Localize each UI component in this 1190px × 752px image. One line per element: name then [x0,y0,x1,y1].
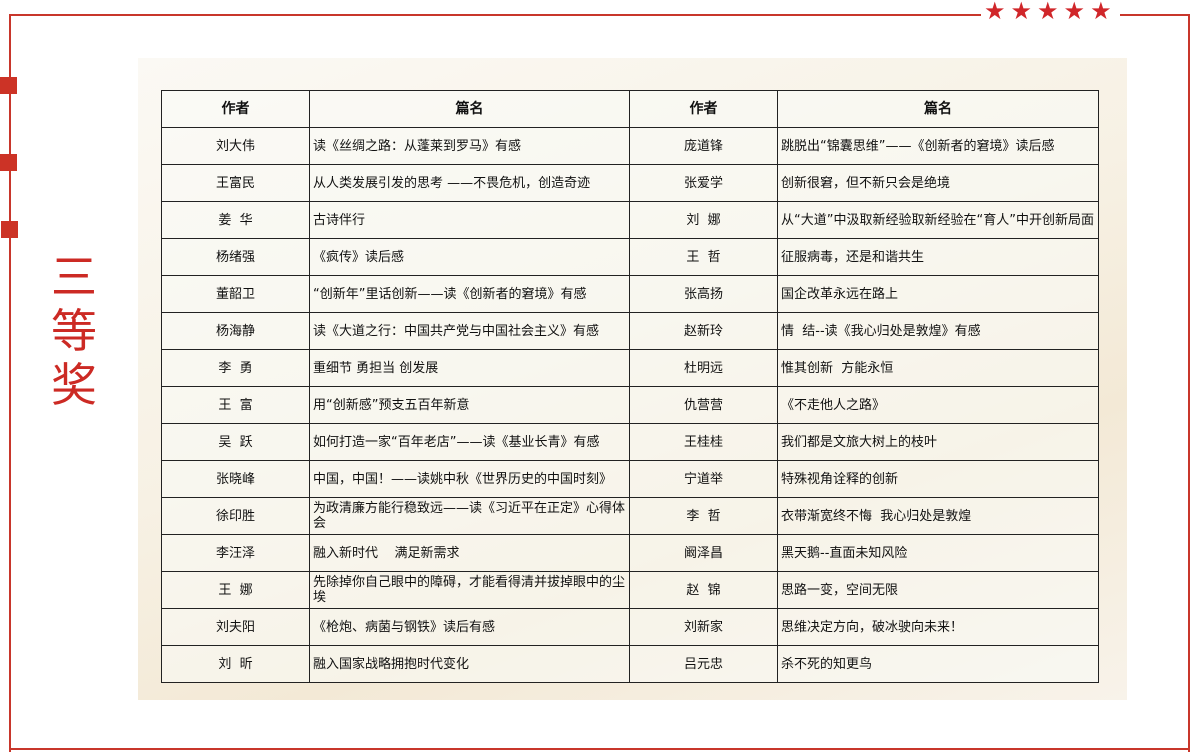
title-cell: 《疯传》读后感 [309,238,630,276]
page-title: 三等奖 [51,250,97,412]
author-cell: 刘 娜 [629,201,778,239]
frame-right-line [1188,14,1190,752]
frame-left-line [9,14,11,752]
title-cell: 从“大道”中汲取新经验取新经验在“育人”中开创新局面 [777,201,1099,239]
title-cell: 如何打造一家“百年老店”——读《基业长青》有感 [309,423,630,461]
header-author: 作者 [161,90,310,128]
title-cell: 先除掉你自己眼中的障碍，才能看得清并拔掉眼中的尘埃 [309,571,630,609]
table-header-row: 作者 篇名 作者 篇名 [161,90,1099,128]
decor-square [0,154,17,171]
author-cell: 阚泽昌 [629,534,778,572]
header-title: 篇名 [777,90,1099,128]
author-cell: 王 哲 [629,238,778,276]
title-cell: 跳脱出“锦囊思维”——《创新者的窘境》读后感 [777,127,1099,165]
title-cell: 思路一变，空间无限 [777,571,1099,609]
table-row: 杨海静 读《大道之行：中国共产党与中国社会主义》有感 赵新玲情 结--读《我心归处是… [161,312,1099,350]
title-cell: 融入新时代 满足新需求 [309,534,630,572]
table-row: 张晓峰 中国，中国！——读姚中秋《世界历史的中国时刻》 宁道举 特殊视角诠释的创新 [161,460,1099,498]
title-cell: 黑天鹅--直面未知风险 [777,534,1099,572]
table-row: 王 富用“创新感”预支五百年新意 仇营营 《不走他人之路》 [161,386,1099,424]
star-icon: ★ [1037,0,1059,25]
title-cell: 读《丝绸之路：从蓬莱到罗马》有感 [309,127,630,165]
title-cell: 用“创新感”预支五百年新意 [309,386,630,424]
title-cell: 古诗伴行 [309,201,630,239]
star-icon: ★ [1010,0,1033,25]
title-cell: 《枪炮、病菌与钢铁》读后有感 [309,608,630,646]
author-cell: 刘新家 [629,608,778,646]
author-cell: 张高扬 [629,275,778,313]
table-row: 李 勇重细节 勇担当 创发展 杜明远 惟其创新 方能永恒 [161,349,1099,387]
author-cell: 姜 华 [161,201,310,239]
author-cell: 王富民 [161,164,310,202]
frame-top-right-line [1120,14,1190,16]
table-row: 刘 昕融入国家战略拥抱时代变化 吕元忠 杀不死的知更鸟 [161,645,1099,683]
author-cell: 庞道锋 [629,127,778,165]
table-row: 王 娜先除掉你自己眼中的障碍，才能看得清并拔掉眼中的尘埃赵 锦思路一变，空间无限 [161,571,1099,609]
table-row: 王富民 从人类发展引发的思考 ——不畏危机，创造奇迹 张爱学 创新很窘，但不新只会是绝… [161,164,1099,202]
title-cell: 国企改革永远在路上 [777,275,1099,313]
title-cell: 惟其创新 方能永恒 [777,349,1099,387]
title-cell: 特殊视角诠释的创新 [777,460,1099,498]
title-cell: 融入国家战略拥抱时代变化 [309,645,630,683]
table-row: 姜 华古诗伴行刘 娜从“大道”中汲取新经验取新经验在“育人”中开创新局面 [161,201,1099,239]
author-cell: 董韶卫 [161,275,310,313]
author-cell: 王 娜 [161,571,310,609]
title-cell: 《不走他人之路》 [777,386,1099,424]
title-cell: 思维决定方向，破冰驶向未来！ [777,608,1099,646]
title-cell: 从人类发展引发的思考 ——不畏危机，创造奇迹 [309,164,630,202]
author-cell: 仇营营 [629,386,778,424]
title-cell: 读《大道之行：中国共产党与中国社会主义》有感 [309,312,630,350]
author-cell: 张晓峰 [161,460,310,498]
author-cell: 宁道举 [629,460,778,498]
table-row: 李汪泽 融入新时代 满足新需求 阚泽昌 黑天鹅--直面未知风险 [161,534,1099,572]
author-cell: 张爱学 [629,164,778,202]
author-cell: 李 勇 [161,349,310,387]
author-cell: 李 哲 [629,497,778,535]
author-cell: 杨海静 [161,312,310,350]
frame-top-line [9,14,981,16]
author-cell: 王桂桂 [629,423,778,461]
author-cell: 李汪泽 [161,534,310,572]
author-cell: 刘 昕 [161,645,310,683]
title-cell: “创新年”里话创新——读《创新者的窘境》有感 [309,275,630,313]
table-row: 刘夫阳 《枪炮、病菌与钢铁》读后有感 刘新家 思维决定方向，破冰驶向未来！ [161,608,1099,646]
star-icon: ★ [1090,0,1112,25]
title-cell: 中国，中国！——读姚中秋《世界历史的中国时刻》 [309,460,630,498]
header-author: 作者 [629,90,778,128]
table-row: 刘大伟 读《丝绸之路：从蓬莱到罗马》有感 庞道锋 跳脱出“锦囊思维”——《创新者的窘境… [161,127,1099,165]
title-cell: 我们都是文旅大树上的枝叶 [777,423,1099,461]
table-row: 吴 跃如何打造一家“百年老店”——读《基业长青》有感 王桂桂 我们都是文旅大树上的枝… [161,423,1099,461]
title-cell: 创新很窘，但不新只会是绝境 [777,164,1099,202]
author-cell: 杜明远 [629,349,778,387]
author-cell: 刘夫阳 [161,608,310,646]
title-cell: 衣带渐宽终不悔 我心归处是敦煌 [777,497,1099,535]
title-cell: 重细节 勇担当 创发展 [309,349,630,387]
author-cell: 刘大伟 [161,127,310,165]
stars-decoration: ★ ★ ★ ★ ★ [984,0,1112,23]
decor-square [0,77,17,94]
author-cell: 王 富 [161,386,310,424]
author-cell: 徐印胜 [161,497,310,535]
star-icon: ★ [1063,0,1086,25]
header-title: 篇名 [309,90,630,128]
title-cell: 征服病毒，还是和谐共生 [777,238,1099,276]
frame-bottom-line [9,748,1190,750]
title-cell: 杀不死的知更鸟 [777,645,1099,683]
author-cell: 赵 锦 [629,571,778,609]
table-row: 董韶卫 “创新年”里话创新——读《创新者的窘境》有感 张高扬 国企改革永远在路上 [161,275,1099,313]
title-cell: 为政清廉方能行稳致远——读《习近平在正定》心得体会 [309,497,630,535]
title-cell: 情 结--读《我心归处是敦煌》有感 [777,312,1099,350]
star-icon: ★ [984,0,1006,25]
author-cell: 赵新玲 [629,312,778,350]
table-row: 徐印胜 为政清廉方能行稳致远——读《习近平在正定》心得体会李 哲衣带渐宽终不悔 我… [161,497,1099,535]
table-row: 杨绪强 《疯传》读后感王 哲征服病毒，还是和谐共生 [161,238,1099,276]
author-cell: 吕元忠 [629,645,778,683]
author-cell: 杨绪强 [161,238,310,276]
award-table: 作者 篇名 作者 篇名 刘大伟 读《丝绸之路：从蓬莱到罗马》有感 庞道锋 跳脱出“锦囊… [161,90,1099,683]
author-cell: 吴 跃 [161,423,310,461]
decor-square [1,221,18,238]
